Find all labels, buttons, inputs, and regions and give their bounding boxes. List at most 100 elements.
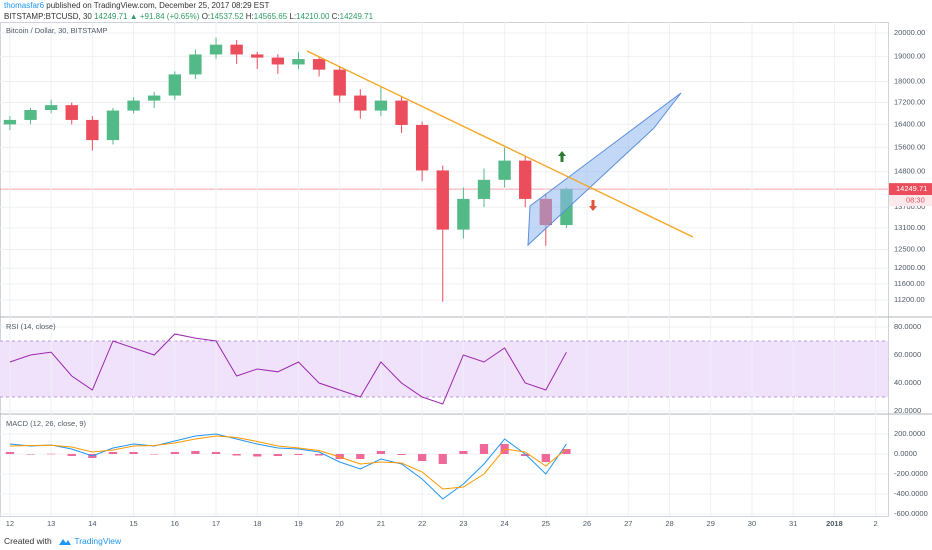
y-tick-label: 19000.00 (894, 52, 925, 61)
macd-histogram-bar (562, 449, 571, 454)
c: 14249.71 (339, 12, 374, 21)
macd-histogram-bar (397, 454, 406, 455)
countdown: 08:30 (906, 196, 925, 205)
macd-histogram-bar (438, 454, 447, 464)
footer: Created with TradingView (4, 536, 121, 546)
macd-histogram-bar (521, 454, 530, 456)
macd-histogram-bar (170, 452, 179, 454)
y-tick-label: 13700.00 (894, 202, 925, 211)
drawings (306, 50, 694, 247)
candle-body (65, 105, 78, 120)
h-label: H: (245, 12, 254, 21)
last-price-badge (889, 183, 932, 196)
author[interactable]: thomasfar6 (4, 1, 45, 10)
chart: Bitcoin / Dollar, 30, BITSTAMP 20000.00 19… (0, 22, 932, 528)
y-tick-label: 20000.00 (894, 28, 925, 37)
x-tick-label: 23 (459, 519, 467, 528)
y-tick-label: 11200.00 (894, 295, 925, 304)
candle-body (395, 100, 408, 125)
y-tick-label: 16400.00 (894, 119, 925, 128)
candle-body (312, 59, 326, 70)
macd-histogram-bar (67, 454, 76, 456)
last: 14249.71 (94, 12, 128, 21)
candle-body (457, 198, 470, 230)
byline-text: published on TradingView.com, December 2… (46, 1, 270, 10)
channel[interactable] (527, 92, 682, 247)
candle-body (415, 124, 429, 171)
y-tick-label: -400.0000 (894, 489, 928, 498)
l-label: L: (289, 12, 297, 21)
arrow-down[interactable] (589, 200, 597, 211)
x-tick-label: 13 (47, 519, 55, 528)
panel-title: Bitcoin / Dollar, 30, BITSTAMP (6, 26, 108, 35)
candle-body (230, 44, 243, 55)
y-tick-label: 11600.00 (894, 279, 925, 288)
x-tick-label: 18 (253, 519, 261, 528)
y-tick-label: 12500.00 (894, 244, 925, 253)
macd-histogram-bar (5, 452, 15, 454)
macd-histogram-bar (314, 454, 324, 456)
x-tick-label: 30 (748, 519, 756, 528)
change: ▲ +91.84 (+0.65%) (129, 12, 200, 21)
macd-histogram-bar (150, 454, 159, 455)
y-tick-label: 13100.00 (894, 223, 925, 232)
macd-histogram-bar (459, 451, 468, 454)
x-tick-label: 2018 (826, 519, 843, 528)
y-tick-label: 17200.00 (894, 97, 925, 106)
x-tick-label: 28 (665, 519, 673, 528)
y-tick-label: 60.0000 (894, 350, 921, 359)
macd-histogram-bar (376, 451, 386, 454)
panel-title: RSI (14, close) (6, 322, 56, 331)
y-tick-label: 40.0000 (894, 378, 921, 387)
y-tick-label: 200.0000 (894, 429, 925, 438)
candle-body (374, 100, 388, 111)
macd-histogram-bar (253, 454, 262, 457)
candle-body (86, 119, 99, 141)
y-tick-label: 20.0000 (894, 406, 921, 415)
candle-body (477, 179, 491, 199)
arrow-up[interactable] (558, 151, 566, 162)
trend-line[interactable] (306, 50, 694, 238)
x-tick-label: 12 (6, 519, 14, 528)
candle-body (3, 119, 17, 125)
x-tick-label: 22 (418, 519, 426, 528)
y-tick-label: 0.0000 (894, 449, 917, 458)
panel-title: MACD (12, 26, close, 9) (6, 419, 87, 428)
candle-body (189, 54, 202, 75)
macd-histogram-bar (541, 454, 550, 462)
brand[interactable]: TradingView (74, 536, 122, 546)
candle-body (251, 54, 264, 58)
ohlc-line: BITSTAMP:BTCUSD, 30 14249.71 ▲ +91.84 (+… (4, 12, 373, 21)
candle-body (271, 57, 285, 65)
x-tick-label: 19 (294, 519, 302, 528)
x-tick-label: 27 (624, 519, 632, 528)
x-tick-label: 15 (129, 519, 137, 528)
macd-histogram-bar (232, 454, 241, 456)
last-price-label: 14249.71 (896, 184, 927, 193)
macd-histogram-bar (479, 444, 489, 454)
y-tick-label: 15600.00 (894, 142, 925, 151)
macd-histogram-bar (108, 452, 118, 454)
macd-line (9, 433, 567, 500)
candle-body (106, 110, 120, 141)
x-tick-label: 20 (336, 519, 344, 528)
o: 14537.52 (210, 12, 244, 21)
candle-body (24, 110, 37, 120)
c-label: C: (331, 12, 340, 21)
y-tick-label: -600.0000 (894, 509, 928, 518)
y-tick-label: -200.0000 (894, 469, 928, 478)
candle-body (354, 95, 367, 111)
byline: thomasfar6 published on TradingView.com,… (4, 1, 269, 10)
y-tick-label: 18000.00 (894, 77, 925, 86)
x-tick-label: 21 (377, 519, 385, 528)
created-with: Created with (4, 536, 52, 546)
x-tick-label: 14 (88, 519, 96, 528)
symbol: BITSTAMP:BTCUSD, 30 (4, 12, 92, 21)
x-tick-label: 26 (583, 519, 591, 528)
macd-histogram-bar (46, 453, 56, 455)
countdown-badge (889, 195, 932, 207)
macd-histogram-bar (26, 454, 35, 455)
rsi-line (9, 333, 567, 405)
candle-body (519, 160, 532, 199)
